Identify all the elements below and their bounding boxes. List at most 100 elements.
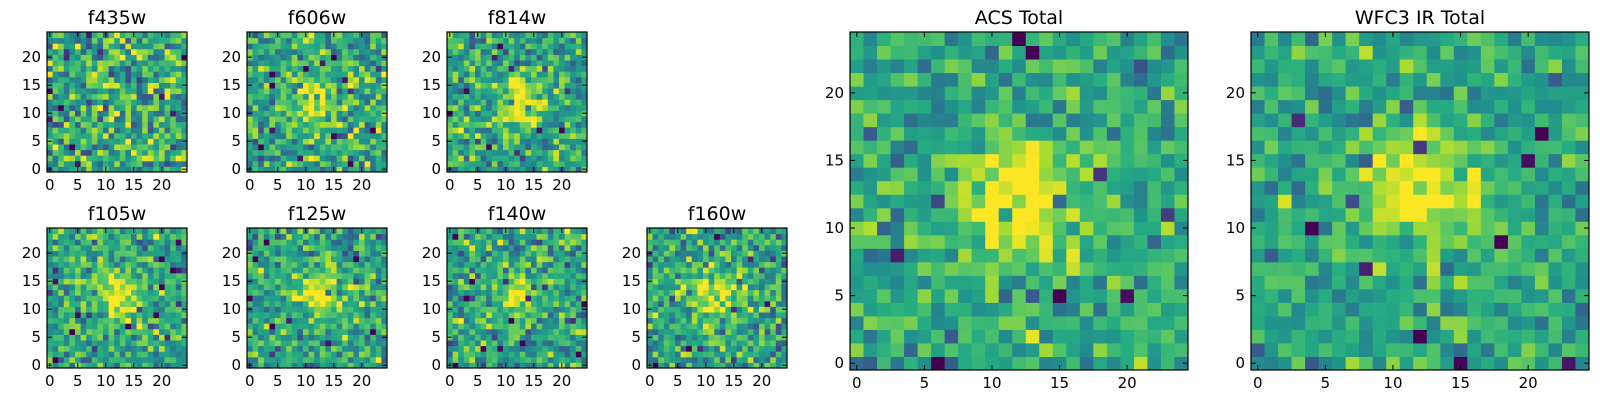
heatmap-cell <box>131 37 138 44</box>
heatmap-cell <box>159 278 166 285</box>
heatmap-cell <box>303 289 310 296</box>
heatmap-cell <box>175 356 182 363</box>
heatmap-cell <box>1093 329 1108 344</box>
heatmap-cell <box>164 289 171 296</box>
heatmap-cell <box>136 351 143 358</box>
heatmap-cell <box>325 104 332 111</box>
heatmap-cell <box>336 323 343 330</box>
heatmap-cell <box>108 76 115 83</box>
heatmap-cell <box>669 334 676 341</box>
heatmap-cell <box>314 362 321 369</box>
heatmap-cell <box>131 60 138 67</box>
heatmap-cell <box>491 149 498 156</box>
heatmap-cell <box>691 233 698 240</box>
heatmap-cell <box>136 328 143 335</box>
heatmap-cell <box>381 317 388 324</box>
heatmap-cell <box>559 71 566 78</box>
panel-title: f125w <box>288 203 347 225</box>
heatmap-cell <box>1079 194 1094 209</box>
heatmap-cell <box>469 351 476 358</box>
heatmap-cell <box>114 160 121 167</box>
heatmap-cell <box>275 127 282 134</box>
heatmap-cell <box>486 328 493 335</box>
heatmap-cell <box>770 317 777 324</box>
heatmap-cell <box>136 272 143 279</box>
heatmap-cell <box>275 351 282 358</box>
heatmap-cell <box>480 312 487 319</box>
heatmap-cell <box>308 256 315 263</box>
heatmap-cell <box>514 104 521 111</box>
heatmap-cell <box>291 82 298 89</box>
heatmap-cell <box>147 362 154 369</box>
heatmap-cell <box>559 233 566 240</box>
heatmap-cell <box>714 340 721 347</box>
heatmap-cell <box>559 289 566 296</box>
heatmap-cell <box>80 54 87 61</box>
heatmap-cell <box>181 323 188 330</box>
heatmap-cell <box>736 306 743 313</box>
heatmap-cell <box>275 104 282 111</box>
heatmap-cell <box>319 88 326 95</box>
heatmap-cell <box>125 323 132 330</box>
heatmap-cell <box>703 272 710 279</box>
heatmap-cell <box>258 312 265 319</box>
heatmap-cell <box>269 166 276 173</box>
heatmap-cell <box>170 138 177 145</box>
heatmap-cell <box>336 37 343 44</box>
heatmap-cell <box>86 306 93 313</box>
heatmap-cell <box>370 362 377 369</box>
heatmap-cell <box>86 250 93 257</box>
heatmap-cell <box>359 48 366 55</box>
heatmap-cell <box>181 71 188 78</box>
heatmap-cell <box>497 88 504 95</box>
heatmap-cell <box>697 312 704 319</box>
heatmap-cell <box>890 261 905 276</box>
heatmap-cell <box>258 104 265 111</box>
heatmap-cell <box>1039 207 1054 222</box>
heatmap-cell <box>247 261 254 268</box>
heatmap-cell <box>503 76 510 83</box>
heatmap-cell <box>364 328 371 335</box>
heatmap-cell <box>325 328 332 335</box>
heatmap-cell <box>658 356 665 363</box>
heatmap-cell <box>1012 221 1027 236</box>
heatmap-cell <box>291 116 298 123</box>
heatmap-cell <box>536 300 543 307</box>
heatmap-cell <box>286 312 293 319</box>
heatmap-cell <box>480 149 487 156</box>
heatmap-cell <box>52 340 59 347</box>
heatmap-cell <box>564 228 571 235</box>
heatmap-cell <box>86 228 93 235</box>
heatmap-cell <box>314 93 321 100</box>
heatmap-cell <box>863 221 878 236</box>
heatmap-cell <box>153 54 160 61</box>
heatmap-cell <box>91 110 98 117</box>
heatmap-cell <box>375 261 382 268</box>
x-tick-label: 15 <box>724 372 743 390</box>
heatmap-cell <box>375 32 382 39</box>
heatmap-cell <box>708 300 715 307</box>
heatmap-cell <box>286 340 293 347</box>
heatmap-cell <box>91 99 98 106</box>
heatmap-cell <box>91 116 98 123</box>
heatmap-cell <box>86 155 93 162</box>
axes-frame <box>446 31 588 173</box>
heatmap-cell <box>353 76 360 83</box>
heatmap-cell <box>159 99 166 106</box>
heatmap-cell <box>736 256 743 263</box>
heatmap-cell <box>319 149 326 156</box>
heatmap-cell <box>1093 302 1108 317</box>
heatmap-cell <box>564 312 571 319</box>
heatmap-cell <box>108 334 115 341</box>
heatmap-cell <box>170 65 177 72</box>
heatmap-cell <box>581 295 588 302</box>
heatmap-cell <box>325 37 332 44</box>
heatmap-cell <box>931 248 946 263</box>
heatmap-cell <box>258 166 265 173</box>
heatmap-cell <box>147 65 154 72</box>
heatmap-cell <box>164 60 171 67</box>
heatmap-cell <box>125 82 132 89</box>
heatmap-cell <box>536 317 543 324</box>
heatmap-cell <box>263 60 270 67</box>
heatmap-cell <box>480 239 487 246</box>
